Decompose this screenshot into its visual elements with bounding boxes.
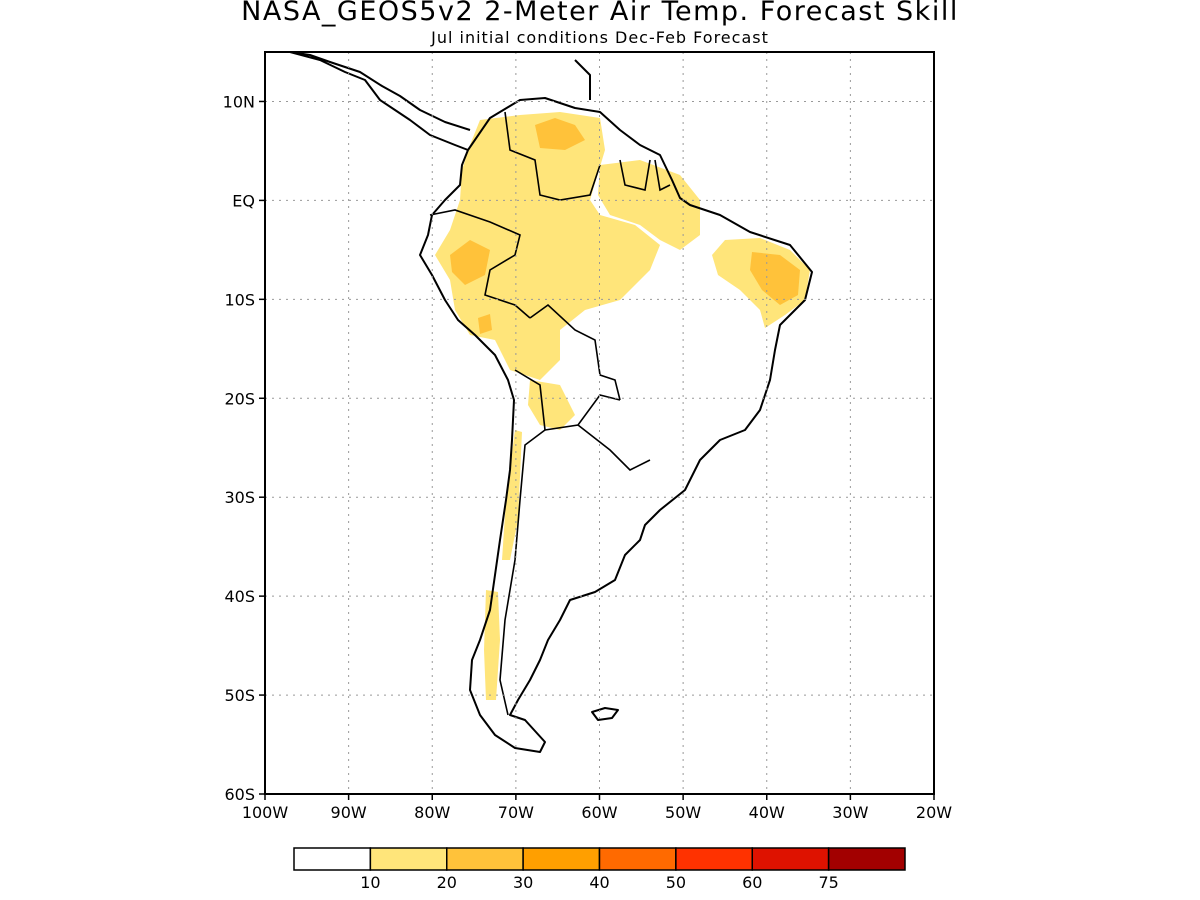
lon-tick-label: 20W	[916, 803, 952, 822]
lon-tick-label: 70W	[498, 803, 534, 822]
caribbean-outline	[574, 59, 591, 100]
falkland-islands-outline	[591, 707, 619, 721]
map-subtitle: Jul initial conditions Dec-Feb Forecast	[431, 28, 769, 47]
colorbar-label: 20	[437, 873, 457, 892]
lon-tick-label: 100W	[242, 803, 289, 822]
map-grid	[265, 52, 934, 794]
axis-labels: 100W 90W 80W 70W 60W 50W 40W 30W 20W 10N EQ 10S 20S 3…	[223, 92, 953, 822]
colorbar-swatch	[293, 847, 372, 871]
south-america-outline	[419, 97, 813, 753]
colorbar-swatch	[522, 847, 601, 871]
lon-tick-label: 60W	[581, 803, 617, 822]
lat-tick-label: 40S	[224, 587, 255, 606]
land-outlines	[289, 52, 813, 753]
colorbar-label: 75	[818, 873, 838, 892]
colorbar-swatch	[675, 847, 753, 871]
lat-tick-label: 10N	[223, 92, 255, 111]
colorbar-swatch	[751, 847, 830, 871]
colorbar-label: 10	[360, 873, 380, 892]
border-bolivia-south	[514, 369, 621, 431]
central-america-outline	[289, 52, 471, 151]
colorbar: 10 20 30 40 50 60 75	[293, 847, 906, 892]
lon-tick-label: 30W	[832, 803, 868, 822]
lon-tick-label: 80W	[414, 803, 450, 822]
colorbar-swatch	[369, 847, 448, 871]
colorbar-swatch	[827, 847, 906, 871]
skill-area-northwest	[435, 112, 660, 380]
colorbar-swatch	[446, 847, 524, 871]
border-chile-argentina	[499, 429, 546, 716]
border-guianas	[619, 159, 671, 192]
colorbar-label: 40	[589, 873, 609, 892]
lat-tick-label: 20S	[224, 389, 255, 408]
lon-tick-label: 50W	[665, 803, 701, 822]
lat-tick-label: 10S	[224, 290, 255, 309]
lat-tick-label: EQ	[232, 191, 255, 210]
lat-tick-label: 60S	[224, 785, 255, 804]
skill-area-northeast-core	[750, 252, 800, 305]
skill-shading	[435, 112, 810, 700]
skill-area-venezuela	[535, 118, 585, 150]
skill-area-paraguay	[528, 380, 575, 430]
skill-area-patagonia	[484, 590, 500, 700]
border-colombia-peru	[429, 209, 531, 319]
border-peru-bolivia	[529, 303, 621, 401]
colorbar-label: 60	[742, 873, 762, 892]
skill-area-andes-strip	[502, 430, 522, 560]
skill-area-guiana	[598, 160, 700, 250]
lat-tick-label: 50S	[224, 686, 255, 705]
lon-tick-label: 90W	[331, 803, 367, 822]
colorbar-swatch	[598, 847, 677, 871]
country-borders	[429, 111, 671, 716]
skill-area-peru	[450, 240, 490, 285]
map-title: NASA_GEOS5v2 2-Meter Air Temp. Forecast …	[241, 0, 959, 27]
lon-tick-label: 40W	[749, 803, 785, 822]
skill-area-peru-small	[478, 314, 492, 334]
colorbar-label: 30	[513, 873, 533, 892]
lat-tick-label: 30S	[224, 488, 255, 507]
colorbar-label: 50	[666, 873, 686, 892]
border-colombia-venezuela	[504, 111, 601, 201]
border-argentina-brazil	[577, 424, 651, 471]
